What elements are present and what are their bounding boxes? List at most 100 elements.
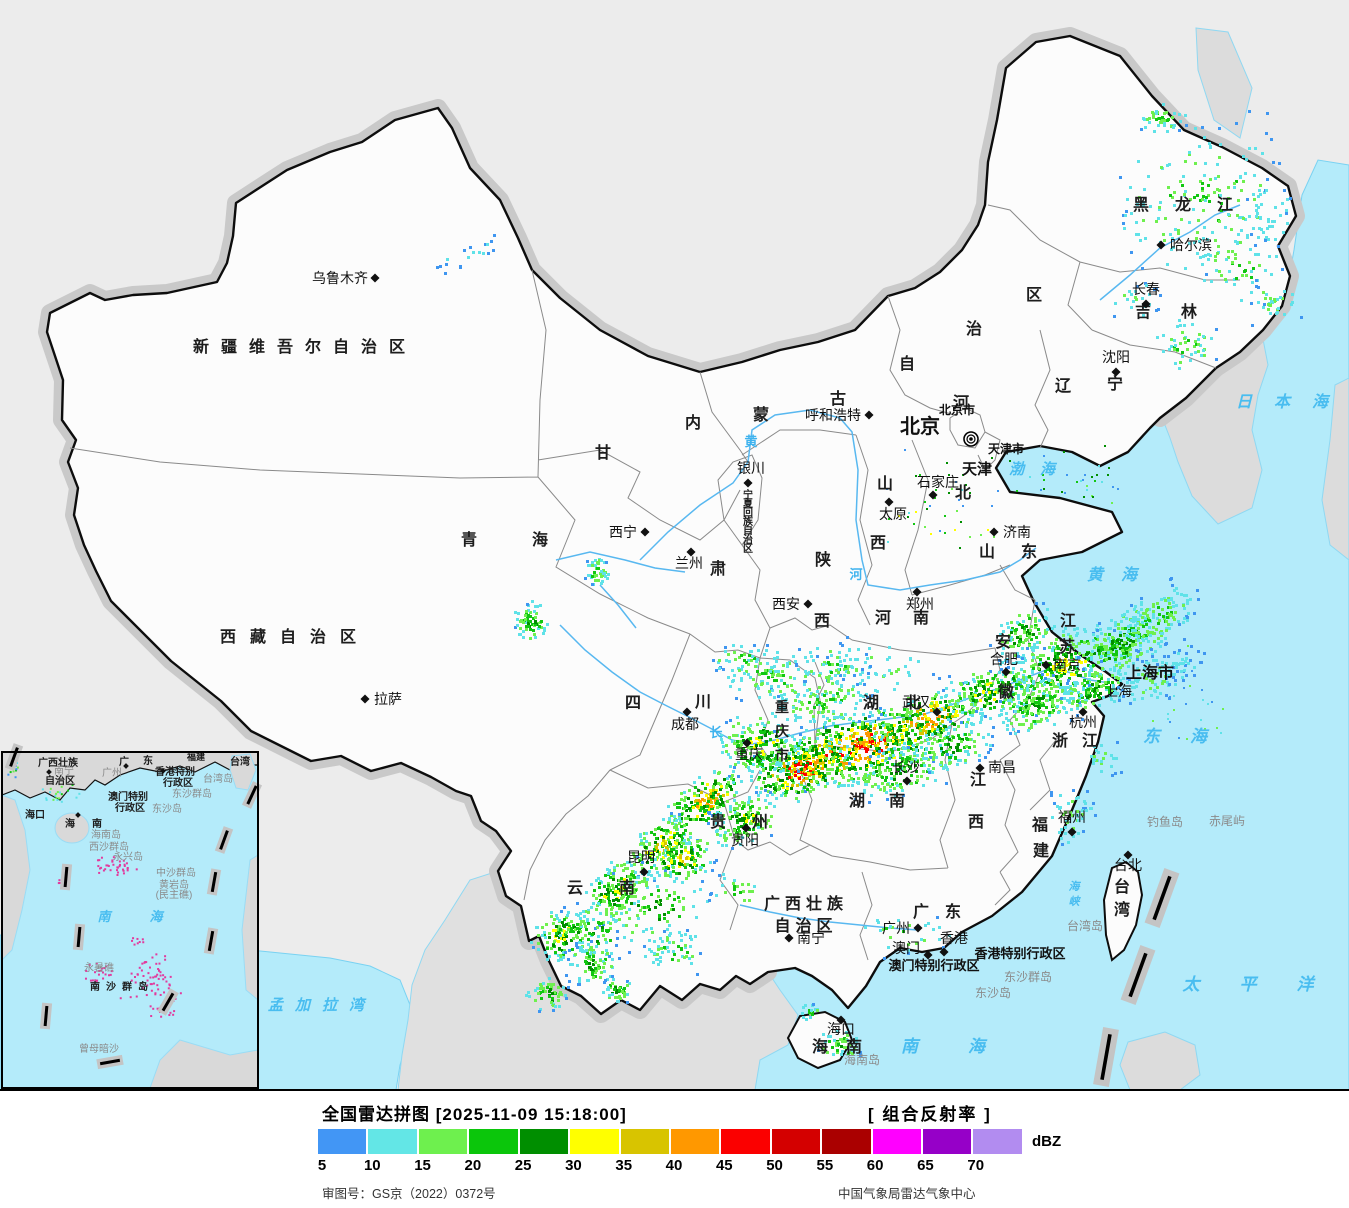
radar-echo-cell bbox=[941, 739, 944, 742]
radar-echo-cell bbox=[1246, 198, 1249, 201]
radar-echo-cell bbox=[659, 956, 662, 959]
radar-echo-cell bbox=[1059, 659, 1062, 662]
radar-echo-cell bbox=[588, 962, 591, 965]
radar-echo-cell bbox=[1086, 658, 1089, 661]
radar-echo-cell bbox=[1057, 683, 1060, 686]
radar-echo-cell bbox=[1084, 699, 1087, 702]
radar-echo-cell bbox=[850, 777, 853, 780]
radar-echo-cell bbox=[905, 728, 908, 731]
radar-echo-cell bbox=[1170, 611, 1173, 614]
radar-echo-cell bbox=[875, 753, 878, 756]
radar-echo-cell bbox=[612, 878, 615, 881]
radar-echo-cell bbox=[800, 741, 803, 744]
radar-echo-cell bbox=[929, 756, 932, 759]
radar-echo-cell bbox=[1012, 705, 1015, 708]
radar-echo-cell bbox=[626, 984, 629, 987]
radar-echo-cell bbox=[675, 872, 678, 875]
radar-echo-cell bbox=[916, 726, 919, 729]
radar-echo-cell bbox=[1175, 662, 1178, 665]
radar-echo-cell bbox=[641, 854, 644, 857]
radar-echo-cell bbox=[629, 878, 632, 881]
radar-echo-cell bbox=[1051, 627, 1054, 630]
radar-echo-cell bbox=[792, 781, 795, 784]
radar-echo-cell bbox=[1281, 297, 1284, 300]
radar-echo-cell bbox=[593, 574, 596, 577]
radar-echo-cell bbox=[789, 744, 792, 747]
radar-echo-cell bbox=[563, 938, 566, 941]
radar-echo-cell bbox=[532, 946, 535, 949]
radar-echo-cell bbox=[790, 778, 793, 781]
radar-echo-cell bbox=[1131, 629, 1134, 632]
radar-echo-cell bbox=[719, 795, 722, 798]
radar-echo-cell bbox=[1023, 689, 1026, 692]
radar-echo-cell bbox=[618, 995, 621, 998]
radar-echo-cell bbox=[1000, 691, 1003, 694]
radar-echo-cell bbox=[1210, 280, 1213, 283]
radar-echo-cell bbox=[913, 760, 916, 763]
radar-echo-cell bbox=[713, 861, 716, 864]
radar-echo-cell bbox=[835, 669, 838, 672]
radar-echo-cell bbox=[817, 783, 820, 786]
radar-echo-cell bbox=[830, 654, 833, 657]
radar-echo-cell bbox=[1167, 599, 1170, 602]
radar-echo-cell bbox=[1245, 158, 1248, 161]
radar-echo-cell bbox=[740, 677, 743, 680]
radar-echo-cell bbox=[1235, 122, 1238, 125]
radar-echo-cell bbox=[1149, 631, 1152, 634]
radar-echo-cell bbox=[1120, 654, 1123, 657]
radar-echo-cell bbox=[1130, 619, 1133, 622]
radar-echo-cell bbox=[1137, 650, 1140, 653]
radar-echo-cell bbox=[599, 976, 602, 979]
radar-echo-cell bbox=[822, 663, 825, 666]
radar-echo-cell bbox=[1088, 684, 1091, 687]
radar-echo-cell bbox=[810, 655, 813, 658]
radar-echo-cell bbox=[1113, 688, 1116, 691]
radar-echo-cell bbox=[1147, 633, 1150, 636]
radar-echo-cell bbox=[1056, 645, 1059, 648]
radar-echo-cell bbox=[1132, 627, 1135, 630]
radar-echo-cell bbox=[1193, 666, 1196, 669]
radar-echo-cell bbox=[978, 759, 981, 762]
radar-echo-cell bbox=[1137, 627, 1140, 630]
radar-echo-cell bbox=[836, 692, 839, 695]
radar-echo-cell bbox=[888, 669, 891, 672]
radar-echo-cell bbox=[620, 877, 623, 880]
radar-echo-cell bbox=[928, 751, 931, 754]
radar-echo-cell bbox=[1015, 680, 1018, 683]
radar-echo-cell bbox=[1183, 193, 1186, 196]
radar-echo-cell bbox=[893, 716, 896, 719]
radar-echo-cell bbox=[957, 734, 960, 737]
radar-echo-cell bbox=[769, 693, 772, 696]
radar-echo-cell bbox=[745, 765, 748, 768]
radar-echo-cell bbox=[1044, 681, 1047, 684]
radar-echo-cell bbox=[729, 685, 732, 688]
radar-echo-cell bbox=[789, 676, 792, 679]
radar-echo-cell bbox=[944, 764, 947, 767]
radar-echo-cell bbox=[1142, 639, 1145, 642]
radar-echo-cell bbox=[1147, 175, 1150, 178]
radar-echo-cell bbox=[783, 682, 786, 685]
radar-echo-cell bbox=[1184, 660, 1187, 663]
radar-echo-cell bbox=[662, 852, 665, 855]
radar-echo-cell bbox=[914, 733, 917, 736]
radar-echo-cell bbox=[1184, 114, 1187, 117]
radar-echo-cell bbox=[1173, 346, 1176, 349]
radar-echo-cell bbox=[611, 975, 614, 978]
radar-echo-cell bbox=[881, 782, 884, 785]
radar-echo-cell bbox=[548, 932, 551, 935]
radar-echo-cell bbox=[632, 874, 635, 877]
radar-echo-cell bbox=[622, 869, 625, 872]
radar-echo-cell bbox=[869, 665, 872, 668]
radar-echo-cell bbox=[1250, 291, 1253, 294]
radar-echo-cell bbox=[616, 937, 619, 940]
radar-echo-cell bbox=[1260, 203, 1263, 206]
radar-echo-cell bbox=[1086, 652, 1089, 655]
radar-echo-cell bbox=[689, 945, 692, 948]
radar-echo-cell bbox=[624, 882, 627, 885]
radar-echo-cell bbox=[1086, 681, 1089, 684]
radar-echo-cell bbox=[712, 796, 715, 799]
radar-echo-cell bbox=[946, 736, 949, 739]
radar-echo-cell bbox=[1257, 286, 1260, 289]
radar-echo-cell bbox=[898, 721, 901, 724]
radar-echo-cell bbox=[1124, 672, 1127, 675]
